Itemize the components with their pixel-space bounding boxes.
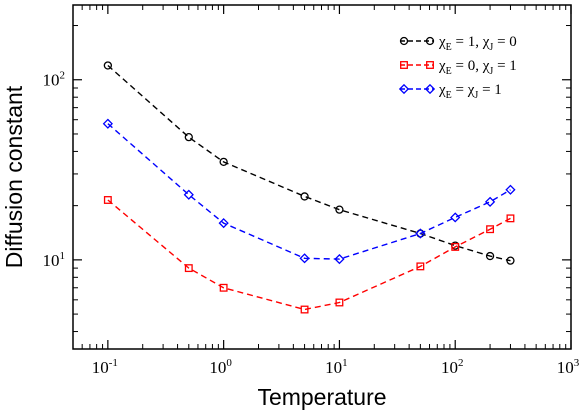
legend-subscript: E <box>446 66 452 77</box>
legend-label: χE = 0, χJ = 1 <box>438 58 517 77</box>
y-tick-base: 10 <box>43 71 60 90</box>
y-tick-exponent: 2 <box>60 70 66 82</box>
legend-chi: χ <box>482 34 490 50</box>
legend-marker <box>424 83 436 95</box>
data-point <box>219 157 228 167</box>
data-point <box>334 253 345 265</box>
x-tick-base: 10 <box>209 358 226 377</box>
x-tick-base: 10 <box>557 358 574 377</box>
legend-text-part: = 1 <box>478 82 501 98</box>
x-tick-label: 10-1 <box>92 357 118 377</box>
series-line <box>107 199 511 311</box>
legend-text-part: = <box>452 82 468 98</box>
data-point <box>335 298 344 307</box>
y-tick-base: 10 <box>43 251 60 270</box>
legend-entry: χE = 0, χJ = 1 <box>400 58 517 77</box>
data-point <box>183 189 194 200</box>
x-tick-exponent: 0 <box>226 357 232 369</box>
data-point <box>102 118 113 129</box>
legend-subscript: J <box>489 42 493 53</box>
legend-subscript: E <box>446 42 452 53</box>
x-tick-exponent: 1 <box>342 357 348 369</box>
legend-text-part: = 0 <box>493 34 516 50</box>
data-point <box>300 305 309 314</box>
legend-entry: χE = χJ = 1 <box>398 82 502 101</box>
legend-text-part: = 0, <box>452 58 483 74</box>
y-tick-label: 101 <box>43 250 66 270</box>
series-circle <box>103 61 515 265</box>
legend-marker <box>400 61 408 69</box>
series-diamond <box>102 118 516 265</box>
data-point <box>415 228 426 239</box>
data-point <box>103 196 112 204</box>
y-axis-title: Diffusion constant <box>1 85 27 268</box>
data-point <box>486 225 495 234</box>
legend-label: χE = χJ = 1 <box>438 82 502 101</box>
data-point <box>218 217 229 229</box>
x-tick-label: 103 <box>557 357 580 377</box>
x-axis-title: Temperature <box>257 384 386 410</box>
legend-entry: χE = 1, χJ = 0 <box>399 34 517 53</box>
legend-text-part: = 1 <box>493 58 516 74</box>
x-tick-base: 10 <box>325 358 342 377</box>
legend-marker <box>425 36 435 46</box>
series-line <box>107 123 511 260</box>
legend-chi: χ <box>438 34 446 50</box>
data-point <box>505 184 516 195</box>
legend-marker <box>399 36 409 46</box>
legend-subscript: J <box>489 66 493 77</box>
data-point <box>416 262 425 271</box>
data-point <box>184 264 193 273</box>
data-point <box>103 61 113 70</box>
legend-chi: χ <box>438 82 446 98</box>
x-tick-exponent: -1 <box>109 357 118 369</box>
data-point <box>485 251 495 261</box>
legend-chi: χ <box>482 58 490 74</box>
legend-subscript: E <box>446 90 452 101</box>
data-point <box>506 214 515 223</box>
data-point <box>506 256 515 265</box>
plot-frame <box>72 4 572 350</box>
legend-label: χE = 1, χJ = 0 <box>438 34 517 53</box>
series-line <box>107 64 511 262</box>
data-point <box>184 133 193 142</box>
x-tick-base: 10 <box>441 358 458 377</box>
x-tick-exponent: 2 <box>458 357 464 369</box>
legend: χE = 1, χJ = 0χE = 0, χJ = 1χE = χJ = 1 <box>398 34 517 101</box>
legend-marker <box>426 61 434 69</box>
data-point <box>299 253 310 264</box>
series-square <box>103 196 515 314</box>
x-tick-label: 100 <box>209 357 232 377</box>
data-point <box>219 283 228 292</box>
data-point <box>451 242 460 251</box>
data-point <box>450 212 461 223</box>
y-tick-exponent: 1 <box>60 250 66 262</box>
data-point <box>300 192 309 201</box>
y-tick-label: 102 <box>43 70 66 90</box>
legend-chi: χ <box>467 82 475 98</box>
legend-marker <box>398 83 410 95</box>
legend-chi: χ <box>438 58 446 74</box>
x-tick-base: 10 <box>92 358 109 377</box>
data-point <box>484 196 496 207</box>
x-tick-exponent: 3 <box>574 357 580 369</box>
data-point <box>335 205 344 214</box>
legend-text-part: = 1, <box>452 34 483 50</box>
legend-subscript: J <box>474 90 478 101</box>
series-layer <box>102 61 516 314</box>
x-tick-label: 102 <box>441 357 464 377</box>
x-tick-label: 101 <box>325 357 348 377</box>
